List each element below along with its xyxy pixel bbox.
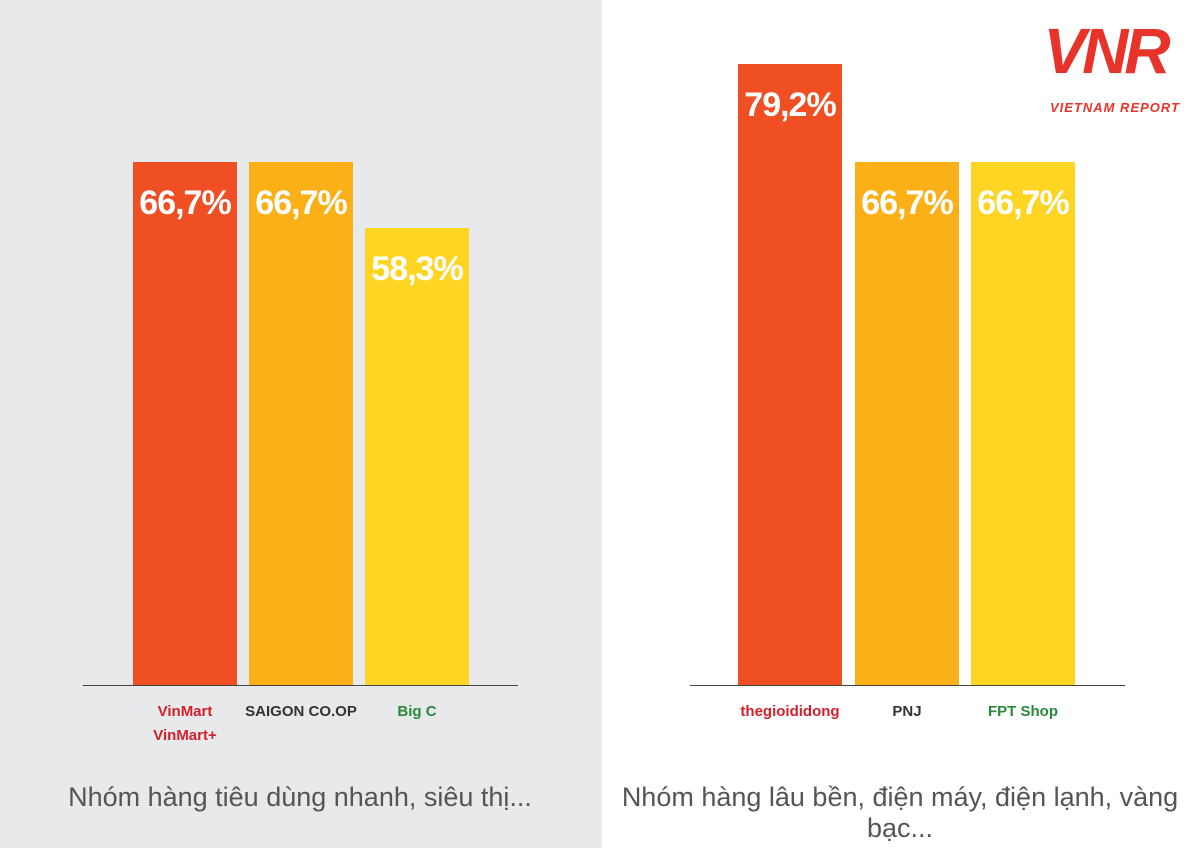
value-label: 66,7% xyxy=(139,184,231,223)
category-label: SAIGON CO.OP xyxy=(245,703,357,720)
x-axis xyxy=(83,685,518,686)
category-label: VinMart VinMart+ xyxy=(153,703,217,744)
category-label: Big C xyxy=(397,703,437,720)
bar xyxy=(365,227,469,685)
bar xyxy=(855,162,959,685)
chart-title: Nhóm hàng lâu bền, điện máy, điện lạnh, … xyxy=(621,782,1179,843)
category-label: thegioididong xyxy=(740,703,840,720)
category-label: PNJ xyxy=(892,703,922,720)
bar xyxy=(133,162,237,685)
value-label: 79,2% xyxy=(744,86,836,125)
logo-text: VIETNAM REPORT xyxy=(1049,100,1180,115)
value-label: 66,7% xyxy=(255,184,347,223)
chart-title: Nhóm hàng tiêu dùng nhanh, siêu thị... xyxy=(68,782,532,812)
bar xyxy=(738,64,842,685)
category-label: FPT Shop xyxy=(988,703,1058,720)
value-label: 66,7% xyxy=(977,184,1069,223)
logo-mark: VNR xyxy=(1043,15,1170,87)
bar xyxy=(971,162,1075,685)
value-label: 66,7% xyxy=(861,184,953,223)
value-label: 58,3% xyxy=(371,249,463,288)
bar xyxy=(249,162,353,685)
x-axis xyxy=(690,685,1125,686)
